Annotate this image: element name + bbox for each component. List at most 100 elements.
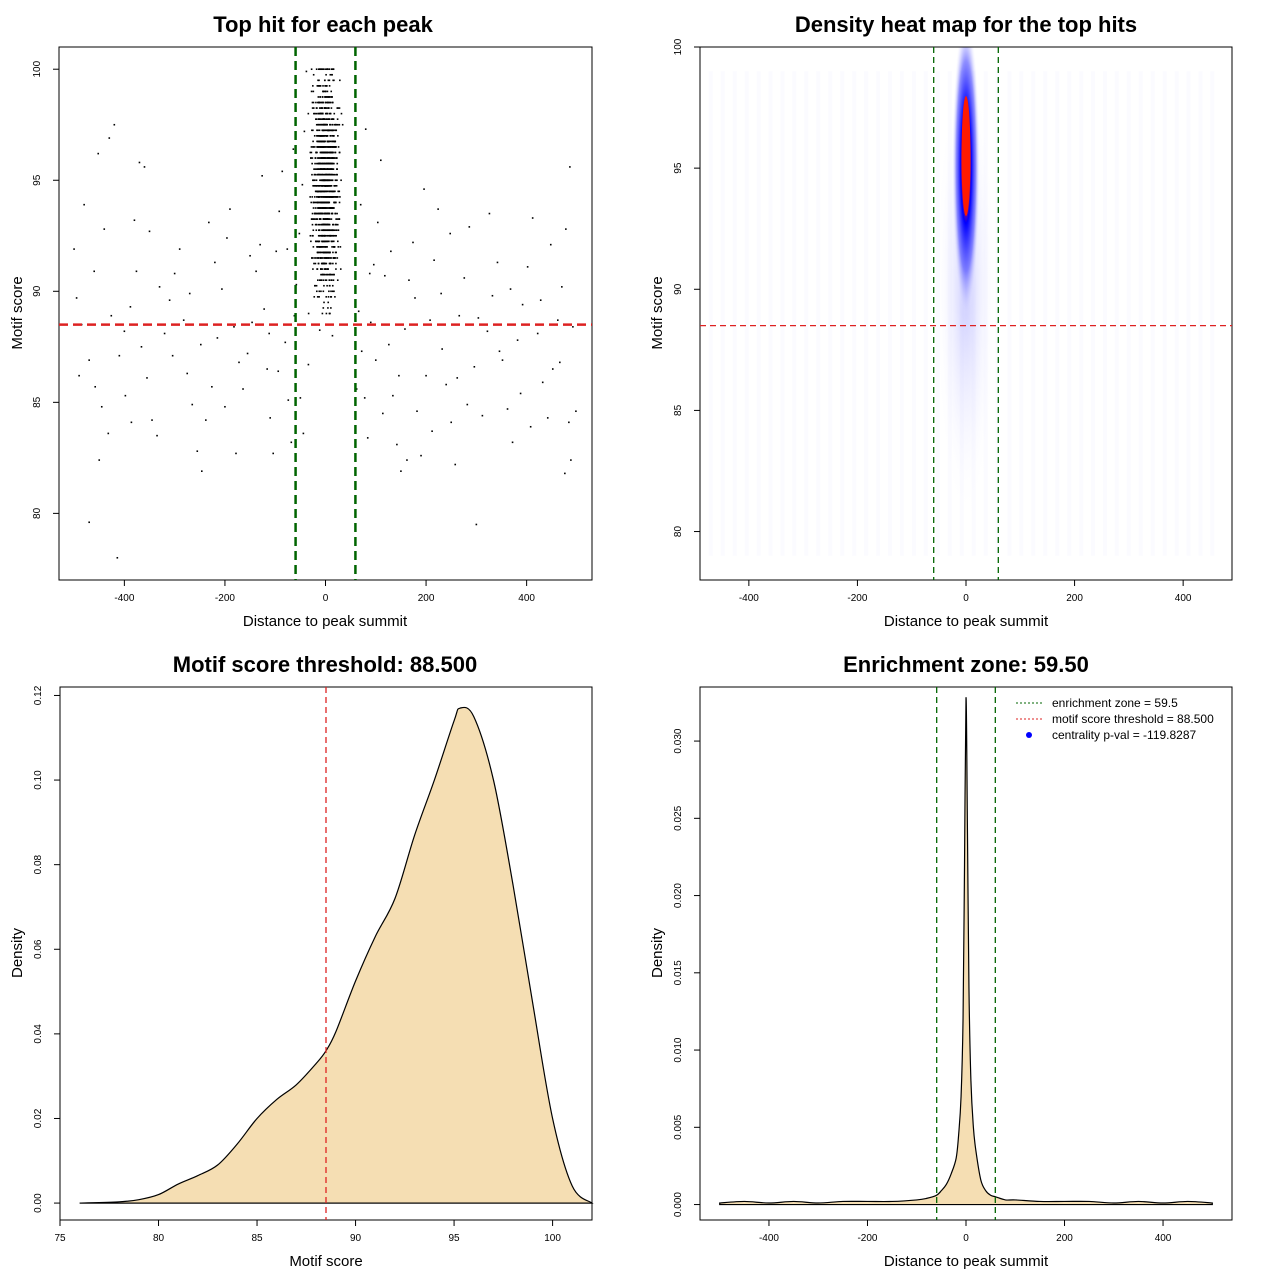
- heat-streak: [1198, 71, 1203, 556]
- scatter-point: [325, 273, 328, 276]
- heat-streak: [1055, 71, 1060, 556]
- heat-streak: [864, 71, 869, 556]
- scatter-point: [221, 288, 223, 290]
- scatter-point: [311, 196, 314, 198]
- scatter-point: [208, 221, 210, 224]
- scatter-point: [307, 363, 310, 366]
- scatter-point: [526, 266, 529, 268]
- scatter-point: [331, 212, 334, 215]
- density-curve: [719, 697, 1213, 1206]
- scatter-point: [168, 299, 171, 301]
- scatter-point: [323, 273, 326, 276]
- scatter-point: [315, 240, 317, 243]
- scatter-point: [337, 190, 339, 193]
- scatter-point: [318, 79, 320, 82]
- x-tick-label: 0: [963, 1233, 969, 1244]
- scatter-point: [266, 368, 268, 370]
- scatter-point: [331, 140, 334, 143]
- scatter-point: [324, 85, 326, 87]
- scatter-point: [531, 217, 534, 219]
- scatter-point: [323, 229, 325, 232]
- scatter-point: [339, 79, 341, 82]
- scatter-point: [332, 251, 334, 254]
- y-tick-label: 0.08: [33, 854, 44, 874]
- scatter-point: [338, 151, 341, 154]
- scatter-point: [318, 112, 321, 115]
- scatter-point: [318, 196, 320, 198]
- scatter-point: [319, 85, 322, 87]
- scatter-point: [325, 173, 328, 176]
- scatter-point: [481, 414, 484, 417]
- y-tick-label: 100: [673, 38, 684, 55]
- scatter-point: [302, 432, 305, 435]
- scatter-point: [334, 196, 337, 198]
- scatter-point: [319, 179, 321, 182]
- scatter-point: [316, 246, 319, 248]
- scatter-point: [328, 85, 331, 87]
- scatter-point: [324, 240, 326, 243]
- scatter-point: [314, 207, 317, 209]
- scatter-point: [214, 261, 216, 264]
- scatter-point: [329, 234, 331, 237]
- scatter-point: [118, 354, 121, 357]
- scatter-point: [275, 250, 278, 253]
- scatter-point: [326, 284, 328, 287]
- x-tick-label: -400: [114, 593, 134, 604]
- scatter-point: [323, 185, 326, 187]
- scatter-point: [75, 297, 78, 299]
- scatter-point: [319, 251, 322, 254]
- scatter-point: [328, 146, 331, 148]
- scatter-point: [331, 207, 334, 209]
- heat-streak: [852, 71, 857, 556]
- panel-score-density: Motif score threshold: 88.500 75 80 85 90 95…: [9, 652, 594, 1270]
- scatter-point: [323, 168, 325, 170]
- scatter-point: [286, 248, 289, 250]
- scatter-point: [319, 101, 321, 104]
- scatter-point: [329, 312, 331, 315]
- scatter-point: [315, 151, 317, 154]
- scatter-point: [320, 135, 322, 137]
- scatter-point: [340, 112, 343, 115]
- scatter-point: [312, 140, 314, 143]
- scatter-point: [331, 123, 334, 126]
- scatter-point: [321, 185, 324, 187]
- y-tick-label: 95: [673, 162, 684, 174]
- scatter-point: [322, 196, 325, 198]
- scatter-point: [477, 317, 480, 319]
- scatter-point: [318, 279, 321, 281]
- scatter-point: [318, 290, 321, 293]
- scatter-point: [277, 370, 280, 373]
- scatter-point: [163, 332, 166, 335]
- scatter-point: [329, 284, 331, 287]
- scatter-point: [226, 237, 228, 239]
- scatter-point: [315, 223, 318, 226]
- scatter-point: [320, 107, 322, 109]
- scatter-point: [338, 190, 341, 193]
- scatter-point: [278, 210, 281, 213]
- heat-streak: [888, 71, 892, 556]
- scatter-point: [321, 123, 324, 126]
- y-tick-label: 0.010: [673, 1037, 684, 1062]
- scatter-point: [330, 90, 333, 93]
- scatter-point: [319, 207, 322, 209]
- scatter-point: [322, 240, 325, 243]
- scatter-point: [382, 412, 384, 415]
- scatter-point: [330, 234, 332, 237]
- scatter-point: [331, 284, 334, 287]
- y-tick-label: 0.12: [33, 685, 44, 705]
- scatter-point: [334, 157, 337, 159]
- scatter-point: [329, 196, 332, 198]
- scatter-point: [317, 190, 319, 193]
- scatter-point: [316, 218, 318, 220]
- scatter-point: [235, 452, 237, 455]
- reference-lines: [59, 47, 592, 580]
- x-tick-label: -200: [215, 593, 235, 604]
- scatter-point: [336, 162, 339, 165]
- scatter-point: [312, 146, 315, 148]
- scatter-point: [331, 179, 334, 182]
- scatter-point: [316, 185, 319, 187]
- scatter-point: [318, 212, 320, 215]
- scatter-point: [327, 96, 329, 98]
- scatter-point: [312, 185, 314, 187]
- chart-title: Enrichment zone: 59.50: [843, 652, 1089, 677]
